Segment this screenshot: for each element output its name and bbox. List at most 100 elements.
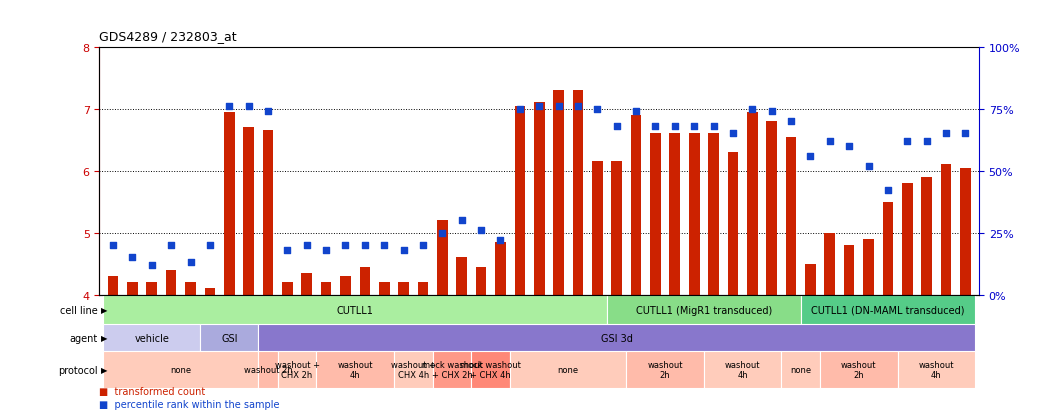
Bar: [689, 134, 699, 295]
Text: none: none: [171, 366, 192, 374]
Bar: [320, 282, 332, 295]
Point: [570, 104, 586, 110]
Text: none: none: [790, 366, 811, 374]
Text: ▶: ▶: [101, 305, 107, 314]
Bar: [921, 178, 932, 295]
Point: [589, 106, 606, 113]
Bar: [844, 245, 854, 295]
Bar: [359, 267, 371, 295]
Text: washout
4h: washout 4h: [918, 360, 954, 380]
Bar: [940, 165, 952, 295]
Point: [744, 106, 761, 113]
Text: cell line: cell line: [60, 305, 97, 315]
Point: [143, 262, 160, 268]
Bar: [471, 351, 510, 388]
Bar: [534, 103, 544, 295]
Point: [472, 227, 489, 234]
Point: [706, 123, 722, 130]
Bar: [781, 351, 820, 388]
Bar: [127, 282, 138, 295]
Point: [725, 131, 741, 138]
Bar: [282, 282, 293, 295]
Point: [395, 247, 411, 254]
Point: [105, 242, 121, 249]
Bar: [259, 351, 277, 388]
Point: [551, 104, 567, 110]
Bar: [611, 162, 622, 295]
Bar: [960, 168, 971, 295]
Bar: [263, 131, 273, 295]
Bar: [630, 116, 642, 295]
Text: mock washout
+ CHX 2h: mock washout + CHX 2h: [422, 360, 483, 380]
Text: washout 2h: washout 2h: [244, 366, 292, 374]
Bar: [104, 325, 200, 351]
Point: [182, 259, 199, 266]
Bar: [728, 153, 738, 295]
Bar: [573, 91, 583, 295]
Point: [240, 104, 257, 110]
Point: [918, 138, 935, 145]
Bar: [224, 112, 235, 295]
Point: [260, 109, 276, 115]
Point: [802, 153, 819, 160]
Bar: [650, 134, 661, 295]
Bar: [394, 351, 432, 388]
Bar: [204, 289, 216, 295]
Text: CUTLL1 (DN-MAML transduced): CUTLL1 (DN-MAML transduced): [811, 305, 964, 315]
Text: ■  transformed count: ■ transformed count: [99, 387, 205, 396]
Bar: [475, 267, 487, 295]
Bar: [901, 183, 913, 295]
Bar: [553, 91, 564, 295]
Text: ▶: ▶: [101, 366, 107, 374]
Bar: [785, 137, 797, 295]
Bar: [432, 351, 471, 388]
Bar: [766, 122, 777, 295]
Bar: [669, 134, 681, 295]
Bar: [708, 134, 719, 295]
Bar: [863, 239, 874, 295]
Bar: [704, 351, 781, 388]
Bar: [277, 351, 316, 388]
Bar: [398, 282, 409, 295]
Text: mock washout
+ CHX 4h: mock washout + CHX 4h: [461, 360, 521, 380]
Text: washout +
CHX 2h: washout + CHX 2h: [274, 360, 319, 380]
Bar: [801, 295, 975, 325]
Point: [822, 138, 839, 145]
Bar: [418, 282, 428, 295]
Bar: [805, 264, 816, 295]
Text: GSI: GSI: [221, 333, 238, 343]
Text: agent: agent: [69, 333, 97, 343]
Bar: [626, 351, 704, 388]
Bar: [302, 273, 312, 295]
Bar: [883, 202, 893, 295]
Point: [841, 143, 857, 150]
Text: washout
4h: washout 4h: [337, 360, 373, 380]
Point: [957, 131, 974, 138]
Point: [686, 123, 703, 130]
Text: washout
4h: washout 4h: [725, 360, 760, 380]
Bar: [185, 282, 196, 295]
Point: [531, 104, 548, 110]
Point: [162, 242, 179, 249]
Point: [279, 247, 295, 254]
Bar: [897, 351, 975, 388]
Bar: [147, 282, 157, 295]
Point: [899, 138, 916, 145]
Point: [124, 254, 140, 261]
Text: GDS4289 / 232803_at: GDS4289 / 232803_at: [99, 31, 237, 43]
Bar: [104, 295, 607, 325]
Point: [433, 230, 450, 236]
Point: [628, 109, 645, 115]
Point: [415, 242, 431, 249]
Bar: [200, 325, 259, 351]
Bar: [592, 162, 603, 295]
Text: CUTLL1 (MigR1 transduced): CUTLL1 (MigR1 transduced): [636, 305, 772, 315]
Bar: [259, 325, 975, 351]
Bar: [243, 128, 254, 295]
Point: [608, 123, 625, 130]
Point: [453, 217, 470, 224]
Bar: [104, 351, 259, 388]
Text: washout
2h: washout 2h: [841, 360, 876, 380]
Bar: [165, 270, 177, 295]
Text: ■  percentile rank within the sample: ■ percentile rank within the sample: [99, 399, 280, 409]
